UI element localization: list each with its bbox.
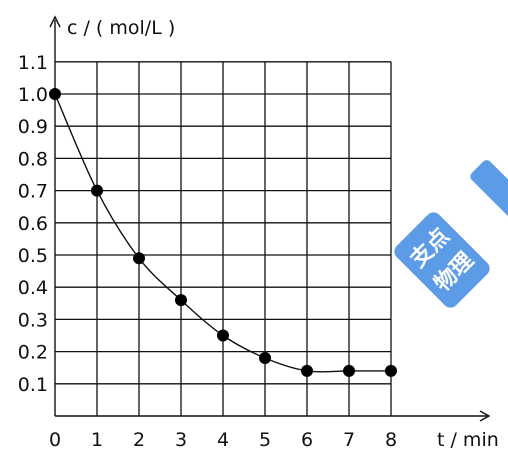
y-tick-label: 1.1 (18, 52, 48, 74)
data-point (133, 252, 145, 265)
data-point (91, 184, 103, 197)
data-point (175, 294, 187, 307)
x-tick-label: 4 (217, 429, 229, 450)
x-tick-label: 8 (385, 429, 397, 450)
grid (55, 61, 392, 416)
y-tick-label: 0.4 (18, 277, 48, 299)
x-tick-label: 7 (343, 429, 355, 450)
y-tick-label: 1.0 (18, 84, 48, 106)
x-axis-arrow (479, 410, 491, 422)
data-point (217, 329, 229, 342)
y-tick-labels: 0.1 0.2 0.3 0.4 0.5 0.6 0.7 0.8 0.9 1.0 1.1 (18, 52, 48, 396)
y-axis-label: c / ( mol/L ) (67, 17, 175, 39)
y-tick-label: 0.6 (18, 213, 48, 235)
x-tick-label: 5 (259, 429, 271, 450)
x-tick-label: 6 (301, 429, 313, 450)
x-tick-labels: 0 1 2 3 4 5 6 7 8 (49, 429, 397, 450)
watermark-logo: 支点 物理 (394, 160, 508, 308)
y-tick-label: 0.1 (18, 374, 48, 396)
x-tick-label: 2 (133, 429, 145, 450)
data-point (301, 364, 313, 377)
y-tick-label: 0.7 (18, 181, 48, 203)
x-tick-label: 0 (49, 429, 61, 450)
x-tick-label: 1 (91, 429, 103, 450)
y-tick-label: 0.8 (18, 148, 48, 170)
x-axis-label: t / min (437, 429, 499, 450)
data-point (385, 364, 397, 377)
axes (49, 15, 491, 422)
y-tick-label: 0.3 (18, 309, 48, 331)
y-tick-label: 0.5 (18, 245, 48, 267)
y-tick-label: 0.2 (18, 342, 48, 364)
data-point (259, 352, 271, 365)
data-point (343, 364, 355, 377)
data-point (49, 88, 61, 100)
x-tick-label: 3 (175, 429, 187, 450)
y-tick-label: 0.9 (18, 116, 48, 138)
y-axis-arrow (49, 15, 61, 28)
series-group (49, 88, 397, 377)
